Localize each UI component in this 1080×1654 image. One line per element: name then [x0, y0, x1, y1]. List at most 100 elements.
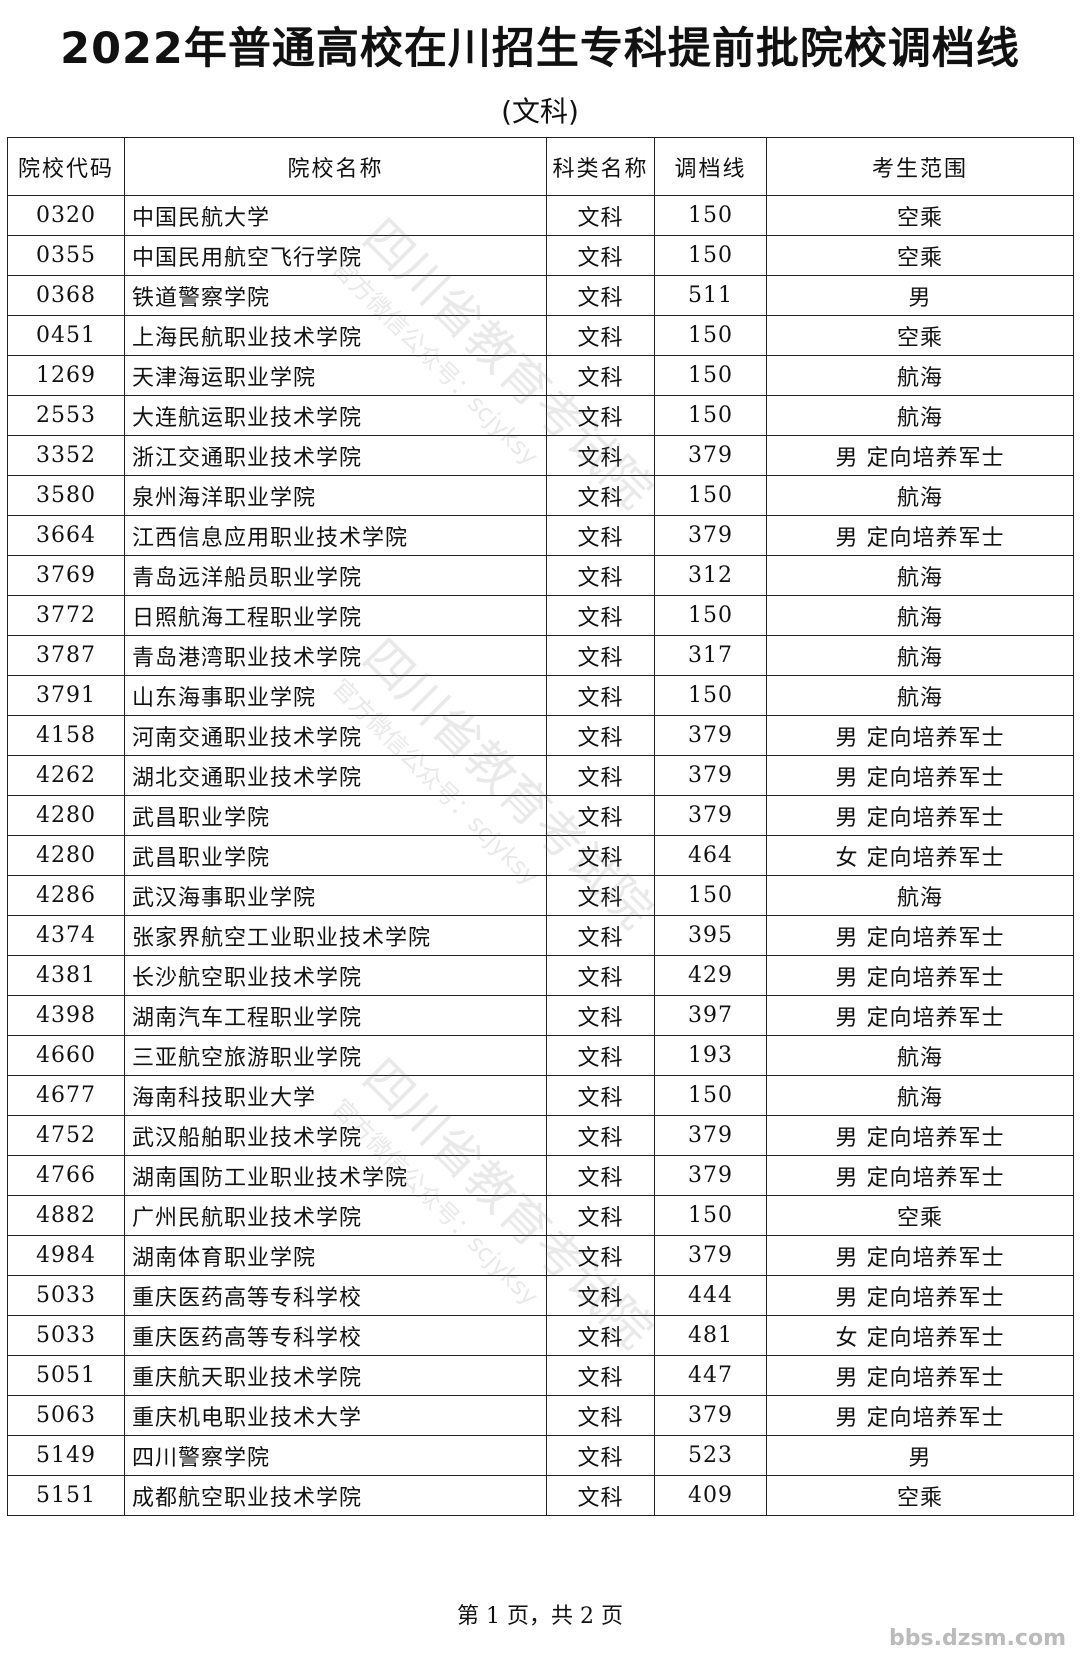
table-cell: 航海 [766, 1035, 1074, 1076]
table-cell: 男 [766, 1435, 1074, 1476]
table-cell: 5063 [7, 1395, 125, 1436]
table-cell: 150 [654, 875, 767, 916]
table-cell: 4398 [7, 995, 125, 1036]
table-cell: 武汉海事职业学院 [124, 875, 547, 916]
table-cell: 空乘 [766, 315, 1074, 356]
table-cell: 429 [654, 955, 767, 996]
table-row: 4286 武汉海事职业学院 文科 150 航海 [7, 875, 1074, 916]
table-cell: 4882 [7, 1195, 125, 1236]
table-row: 2553 大连航运职业技术学院 文科 150 航海 [7, 395, 1074, 436]
table-cell: 女 定向培养军士 [766, 1315, 1074, 1356]
table-row: 5033 重庆医药高等专科学校 文科 444 男 定向培养军士 [7, 1275, 1074, 1316]
table-row: 0355 中国民用航空飞行学院 文科 150 空乘 [7, 235, 1074, 276]
table-cell: 男 定向培养军士 [766, 915, 1074, 956]
score-table: 院校代码 院校名称 科类名称 调档线 考生范围 0320 中国民航大学 文科 150 空乘 035… [7, 137, 1074, 1516]
table-row: 0368 铁道警察学院 文科 511 男 [7, 275, 1074, 316]
table-cell: 男 定向培养军士 [766, 1355, 1074, 1396]
table-cell: 523 [654, 1435, 767, 1476]
table-cell: 浙江交通职业技术学院 [124, 435, 547, 476]
table-row: 3769 青岛远洋船员职业学院 文科 312 航海 [7, 555, 1074, 596]
table-cell: 4262 [7, 755, 125, 796]
title: 2022年普通高校在川招生专科提前批院校调档线 [60, 24, 1020, 74]
table-cell: 海南科技职业大学 [124, 1075, 547, 1116]
table-row: 5151 成都航空职业技术学院 文科 409 空乘 [7, 1475, 1074, 1516]
table-cell: 日照航海工程职业学院 [124, 595, 547, 636]
table-cell: 3769 [7, 555, 125, 596]
table-cell: 湖南国防工业职业技术学院 [124, 1155, 547, 1196]
table-cell: 航海 [766, 675, 1074, 716]
table-cell: 文科 [546, 1435, 655, 1476]
table-cell: 航海 [766, 875, 1074, 916]
table-cell: 男 定向培养军士 [766, 755, 1074, 796]
table-cell: 文科 [546, 1475, 655, 1516]
table-cell: 4280 [7, 835, 125, 876]
table-cell: 5033 [7, 1315, 125, 1356]
table-row: 3580 泉州海洋职业学院 文科 150 航海 [7, 475, 1074, 516]
table-cell: 1269 [7, 355, 125, 396]
table-cell: 5051 [7, 1355, 125, 1396]
table-row: 5033 重庆医药高等专科学校 文科 481 女 定向培养军士 [7, 1315, 1074, 1356]
table-cell: 文科 [546, 1315, 655, 1356]
table-row: 4381 长沙航空职业技术学院 文科 429 男 定向培养军士 [7, 955, 1074, 996]
table-cell: 文科 [546, 235, 655, 276]
table-cell: 青岛港湾职业技术学院 [124, 635, 547, 676]
table-row: 4882 广州民航职业技术学院 文科 150 空乘 [7, 1195, 1074, 1236]
header-cell: 科类名称 [546, 137, 655, 196]
table-cell: 文科 [546, 315, 655, 356]
table-cell: 空乘 [766, 1475, 1074, 1516]
table-cell: 409 [654, 1475, 767, 1516]
header-cell: 调档线 [654, 137, 767, 196]
table-cell: 泉州海洋职业学院 [124, 475, 547, 516]
table-cell: 航海 [766, 1075, 1074, 1116]
table-cell: 女 定向培养军士 [766, 835, 1074, 876]
table-cell: 江西信息应用职业技术学院 [124, 515, 547, 556]
table-cell: 4677 [7, 1075, 125, 1116]
table-cell: 空乘 [766, 235, 1074, 276]
table-cell: 张家界航空工业职业技术学院 [124, 915, 547, 956]
table-cell: 379 [654, 755, 767, 796]
table-cell: 男 定向培养军士 [766, 1275, 1074, 1316]
table-row: 1269 天津海运职业学院 文科 150 航海 [7, 355, 1074, 396]
table-cell: 150 [654, 315, 767, 356]
table-row: 4660 三亚航空旅游职业学院 文科 193 航海 [7, 1035, 1074, 1076]
table-cell: 文科 [546, 195, 655, 236]
table-cell: 空乘 [766, 195, 1074, 236]
table-row: 4262 湖北交通职业技术学院 文科 379 男 定向培养军士 [7, 755, 1074, 796]
table-cell: 464 [654, 835, 767, 876]
table-cell: 4660 [7, 1035, 125, 1076]
table-row: 0451 上海民航职业技术学院 文科 150 空乘 [7, 315, 1074, 356]
table-cell: 150 [654, 595, 767, 636]
table-row: 3772 日照航海工程职业学院 文科 150 航海 [7, 595, 1074, 636]
header-cell: 考生范围 [766, 137, 1074, 196]
table-cell: 男 定向培养军士 [766, 995, 1074, 1036]
table-cell: 湖南体育职业学院 [124, 1235, 547, 1276]
table-row: 5063 重庆机电职业技术大学 文科 379 男 定向培养军士 [7, 1395, 1074, 1436]
table-cell: 文科 [546, 1155, 655, 1196]
table-cell: 4752 [7, 1115, 125, 1156]
table-cell: 航海 [766, 635, 1074, 676]
table-row: 3791 山东海事职业学院 文科 150 航海 [7, 675, 1074, 716]
table-cell: 447 [654, 1355, 767, 1396]
table-cell: 文科 [546, 275, 655, 316]
table-row: 4374 张家界航空工业职业技术学院 文科 395 男 定向培养军士 [7, 915, 1074, 956]
table-cell: 4374 [7, 915, 125, 956]
table-cell: 150 [654, 675, 767, 716]
table-cell: 三亚航空旅游职业学院 [124, 1035, 547, 1076]
table-cell: 379 [654, 715, 767, 756]
table-cell: 文科 [546, 1115, 655, 1156]
table-cell: 379 [654, 1395, 767, 1436]
table-cell: 193 [654, 1035, 767, 1076]
table-cell: 0368 [7, 275, 125, 316]
table-cell: 航海 [766, 475, 1074, 516]
table-cell: 312 [654, 555, 767, 596]
table-cell: 文科 [546, 395, 655, 436]
table-cell: 四川警察学院 [124, 1435, 547, 1476]
table-cell: 男 定向培养军士 [766, 715, 1074, 756]
subtitle: (文科) [501, 95, 579, 128]
table-cell: 150 [654, 1075, 767, 1116]
table-row: 4752 武汉船舶职业技术学院 文科 379 男 定向培养军士 [7, 1115, 1074, 1156]
table-cell: 男 定向培养军士 [766, 1395, 1074, 1436]
table-body: 0320 中国民航大学 文科 150 空乘 0355 中国民用航空飞行学院 文科 150 空乘 03… [7, 195, 1074, 1516]
table-row: 3664 江西信息应用职业技术学院 文科 379 男 定向培养军士 [7, 515, 1074, 556]
table-cell: 379 [654, 1235, 767, 1276]
